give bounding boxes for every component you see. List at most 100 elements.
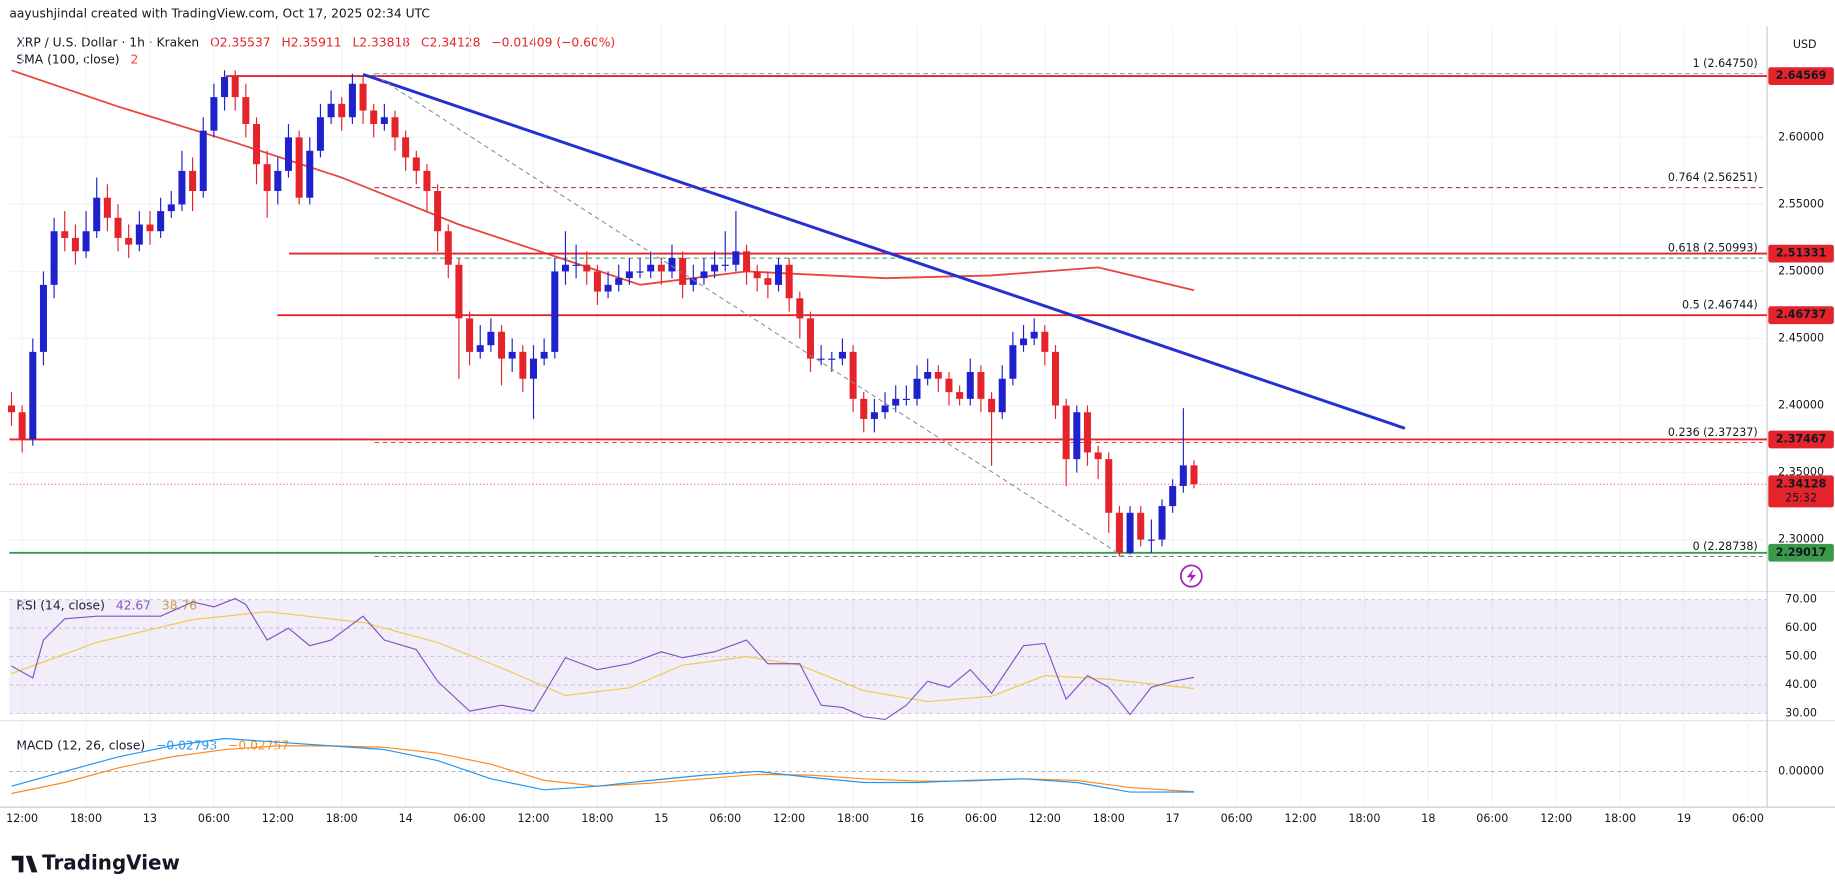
x-tick-label: 18:00 — [1093, 812, 1125, 825]
x-tick-label: 06:00 — [1476, 812, 1508, 825]
ohlc-open: O2.35537 — [210, 35, 270, 49]
candle-body — [540, 351, 548, 359]
candle-body — [519, 351, 527, 379]
candle-body — [689, 278, 697, 285]
candle-body — [764, 278, 772, 285]
logo-text: TradingView — [42, 850, 180, 874]
candle-body — [402, 137, 410, 158]
currency: USD — [1793, 38, 1817, 51]
symbol-title: XRP / U.S. Dollar · 1h · Kraken — [16, 35, 199, 49]
replay-icon[interactable] — [1179, 564, 1203, 588]
icon-bolt — [1186, 568, 1197, 584]
x-tick-label: 06:00 — [198, 812, 230, 825]
candle-body — [785, 264, 793, 299]
candle-body — [1137, 512, 1145, 540]
candle-body — [1030, 331, 1038, 339]
candle-body — [221, 77, 229, 98]
candle-body — [593, 271, 601, 292]
tv-logo[interactable]: TradingView — [11, 850, 180, 875]
candle-body — [487, 331, 495, 346]
macd-tick-label: 0.00000 — [1778, 764, 1824, 777]
x-tick-label: 14 — [399, 812, 413, 825]
candle-body — [828, 358, 836, 360]
fib-label: 0.764 (2.56251) — [1668, 171, 1758, 184]
price-change: −0.01409 (−0.60%) — [491, 35, 615, 49]
candle-body — [253, 123, 261, 165]
candle-body — [18, 412, 26, 440]
icon-ring — [1179, 564, 1203, 588]
candle-body — [583, 264, 591, 272]
candle-body — [61, 231, 69, 238]
candle-body — [444, 231, 452, 265]
sma-value: 2 — [130, 52, 138, 66]
candle-body — [881, 405, 889, 413]
sma-legend: SMA (100, close) 2 — [16, 52, 138, 66]
candle-body — [146, 224, 154, 232]
candle-body — [902, 398, 910, 401]
x-tick-label: 15 — [654, 812, 668, 825]
candle-body — [167, 204, 175, 212]
candle-body — [966, 372, 974, 399]
x-tick-label: 06:00 — [1221, 812, 1253, 825]
price-tag-label: 2.46737 — [1776, 308, 1827, 321]
x-tick-label: 06:00 — [1732, 812, 1764, 825]
candle-body — [775, 264, 783, 285]
candle-body — [700, 271, 708, 279]
x-tick-label: 13 — [143, 812, 157, 825]
x-tick-label: 16 — [910, 812, 924, 825]
candle-body — [998, 378, 1006, 413]
y-tick-label: 2.45000 — [1778, 331, 1824, 344]
candle-body — [625, 271, 633, 279]
y-tick-label: 2.35000 — [1778, 466, 1824, 479]
price-tag-label: 2.29017 — [1776, 546, 1827, 559]
candle-body — [870, 412, 878, 419]
symbol-header: XRP / U.S. Dollar · 1h · Kraken O2.35537… — [16, 35, 615, 49]
candle-body — [551, 271, 559, 352]
x-tick-label: 06:00 — [965, 812, 997, 825]
candle-body — [476, 345, 484, 352]
ohlc-low: L2.33818 — [352, 35, 410, 49]
x-tick-label: 18:00 — [1604, 812, 1636, 825]
candle-body — [1062, 405, 1070, 460]
candle-body — [1147, 539, 1155, 541]
macd-value: −0.02793 — [156, 738, 217, 752]
candle-body — [732, 251, 740, 265]
x-tick-label: 19 — [1677, 812, 1691, 825]
candle-body — [380, 117, 388, 124]
candle-body — [199, 130, 207, 191]
rsi-value: 42.67 — [116, 598, 151, 612]
candle-body — [529, 358, 538, 379]
countdown: 25:32 — [1785, 491, 1817, 504]
candle-body — [434, 190, 442, 232]
candle-body — [39, 284, 47, 352]
candle-body — [370, 110, 378, 124]
candle-body — [913, 378, 921, 399]
rsi-legend: RSI (14, close) 42.67 38.76 — [16, 598, 197, 612]
price-tag — [1768, 244, 1834, 263]
candle-body — [391, 117, 399, 138]
candle-body — [135, 224, 143, 245]
ohlc-close: C2.34128 — [421, 35, 480, 49]
price-tag — [1768, 306, 1834, 325]
macd-name: MACD (12, 26, close) — [16, 738, 145, 752]
rsi-ma-value: 38.76 — [162, 598, 197, 612]
candle-body — [1020, 338, 1028, 346]
candle-body — [466, 318, 474, 352]
current-price-label: 2.34128 — [1776, 477, 1827, 490]
candle-body — [498, 331, 506, 359]
fib-label: 1 (2.64750) — [1693, 57, 1758, 70]
candle-body — [306, 150, 314, 198]
fib-label: 0.618 (2.50993) — [1668, 242, 1758, 255]
price-tag — [1768, 543, 1834, 562]
sma-name: SMA (100, close) — [16, 52, 119, 66]
candle-body — [210, 97, 218, 131]
candle-body — [71, 237, 79, 252]
candle-body — [668, 258, 676, 272]
fib-guide-line — [373, 73, 1124, 558]
x-tick-label: 06:00 — [709, 812, 741, 825]
rsi-line — [11, 597, 1195, 721]
candle-body — [114, 217, 122, 238]
candle-body — [945, 378, 953, 393]
candle-body — [572, 264, 580, 266]
